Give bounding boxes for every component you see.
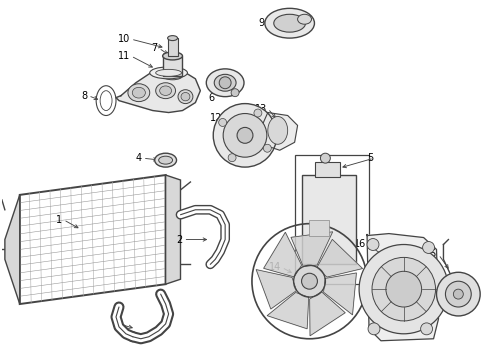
Circle shape bbox=[372, 257, 436, 321]
Circle shape bbox=[453, 289, 464, 299]
Bar bbox=[301, 175, 356, 264]
Circle shape bbox=[263, 144, 271, 152]
Text: 11: 11 bbox=[118, 51, 130, 61]
Text: 4: 4 bbox=[136, 153, 142, 163]
Circle shape bbox=[359, 244, 448, 334]
Circle shape bbox=[237, 127, 253, 143]
Bar bbox=[294, 155, 369, 284]
Circle shape bbox=[437, 272, 480, 316]
Text: 9: 9 bbox=[259, 18, 265, 28]
Ellipse shape bbox=[297, 14, 312, 24]
Circle shape bbox=[420, 323, 433, 335]
Bar bbox=[310, 220, 329, 235]
Ellipse shape bbox=[132, 87, 146, 98]
Text: 16: 16 bbox=[354, 239, 366, 249]
Ellipse shape bbox=[159, 156, 172, 164]
Ellipse shape bbox=[155, 153, 176, 167]
Text: 2: 2 bbox=[176, 234, 182, 244]
Ellipse shape bbox=[150, 67, 188, 79]
Ellipse shape bbox=[274, 14, 306, 32]
Polygon shape bbox=[256, 270, 296, 309]
Circle shape bbox=[320, 153, 330, 163]
Polygon shape bbox=[317, 239, 363, 277]
Ellipse shape bbox=[168, 36, 177, 41]
Polygon shape bbox=[323, 273, 356, 315]
Ellipse shape bbox=[128, 84, 150, 102]
Text: 7: 7 bbox=[151, 43, 158, 53]
Polygon shape bbox=[5, 195, 20, 304]
Text: 5: 5 bbox=[367, 153, 373, 163]
Bar bbox=[316, 162, 340, 177]
Ellipse shape bbox=[163, 52, 182, 60]
Polygon shape bbox=[20, 175, 166, 304]
Text: 10: 10 bbox=[118, 34, 130, 44]
Polygon shape bbox=[367, 234, 439, 341]
Circle shape bbox=[223, 113, 267, 157]
Circle shape bbox=[368, 323, 380, 335]
Text: 6: 6 bbox=[208, 93, 214, 103]
Text: 14: 14 bbox=[269, 262, 281, 272]
Circle shape bbox=[231, 89, 239, 96]
Polygon shape bbox=[310, 292, 345, 336]
Circle shape bbox=[219, 118, 227, 126]
Ellipse shape bbox=[160, 86, 172, 95]
Ellipse shape bbox=[206, 69, 244, 96]
Ellipse shape bbox=[214, 74, 236, 91]
Text: 13: 13 bbox=[255, 104, 267, 113]
Bar bbox=[163, 56, 182, 76]
Bar bbox=[168, 38, 177, 56]
Circle shape bbox=[422, 242, 435, 253]
Circle shape bbox=[213, 104, 277, 167]
Polygon shape bbox=[264, 232, 301, 277]
Text: 3: 3 bbox=[112, 319, 118, 329]
Text: 1: 1 bbox=[56, 215, 62, 225]
Ellipse shape bbox=[156, 83, 175, 99]
Text: 8: 8 bbox=[81, 91, 87, 101]
Ellipse shape bbox=[268, 117, 288, 144]
Text: 15: 15 bbox=[425, 249, 438, 260]
Circle shape bbox=[219, 77, 231, 89]
Circle shape bbox=[294, 265, 325, 297]
Circle shape bbox=[254, 109, 262, 117]
Circle shape bbox=[301, 273, 318, 289]
Circle shape bbox=[228, 154, 236, 162]
Ellipse shape bbox=[156, 69, 181, 76]
Polygon shape bbox=[116, 69, 200, 113]
Polygon shape bbox=[260, 113, 297, 150]
Circle shape bbox=[445, 281, 471, 307]
Circle shape bbox=[367, 239, 379, 251]
Circle shape bbox=[386, 271, 421, 307]
Ellipse shape bbox=[163, 72, 182, 80]
Ellipse shape bbox=[178, 90, 193, 104]
Polygon shape bbox=[267, 292, 309, 329]
Text: 12: 12 bbox=[210, 113, 222, 123]
Polygon shape bbox=[166, 175, 180, 284]
Ellipse shape bbox=[181, 93, 190, 101]
Ellipse shape bbox=[265, 8, 315, 38]
Polygon shape bbox=[291, 232, 333, 267]
